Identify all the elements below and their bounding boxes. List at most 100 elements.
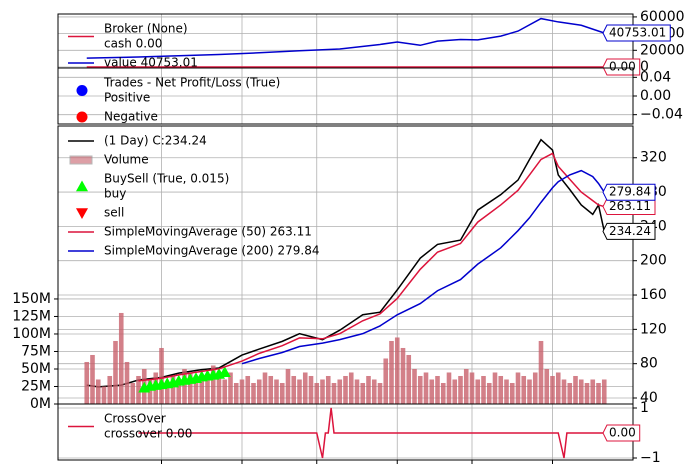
legend-label: buy bbox=[104, 187, 126, 201]
y-tick-label: −1 bbox=[640, 450, 661, 466]
series-line bbox=[241, 169, 605, 365]
volume-bar bbox=[561, 379, 567, 404]
y-tick-label: 1 bbox=[640, 400, 649, 416]
plot-area bbox=[58, 404, 633, 460]
volume-bar bbox=[331, 382, 337, 404]
y-tick-label: 320 bbox=[640, 150, 667, 166]
legend-label: Broker (None) bbox=[104, 22, 188, 36]
y2-tick-label: 100M bbox=[12, 326, 51, 342]
tag-text: 0.00 bbox=[609, 426, 636, 440]
y-tick-label: 60000 bbox=[640, 9, 685, 25]
volume-bar bbox=[274, 379, 279, 404]
legend-label: CrossOver bbox=[104, 412, 166, 426]
volume-bar bbox=[210, 365, 216, 404]
panel: 0.04 0.00 −0.04 Trades - Net Profit/Loss (T… bbox=[57, 67, 683, 125]
volume-bar bbox=[412, 368, 417, 404]
volume-bar bbox=[515, 372, 521, 404]
last-value-tag: 0.00 bbox=[602, 58, 641, 76]
legend-label: BuySell (True, 0.015) bbox=[104, 172, 229, 186]
volume-bar bbox=[527, 379, 532, 404]
volume-bar bbox=[538, 340, 544, 404]
volume-bar bbox=[400, 347, 406, 404]
y-tick-label: 0.00 bbox=[640, 88, 671, 104]
y-tick-label: 0 bbox=[640, 59, 649, 75]
legend-label: Negative bbox=[104, 110, 158, 124]
volume-bar bbox=[550, 375, 555, 404]
volume-bar bbox=[590, 379, 596, 404]
tag-box bbox=[602, 222, 656, 240]
y-tick-label: 120 bbox=[640, 321, 667, 337]
volume-bar bbox=[498, 375, 504, 404]
volume-bar bbox=[325, 375, 331, 404]
legend-label: cash 0.00 bbox=[104, 37, 162, 51]
volume-bar bbox=[509, 382, 515, 404]
volume-bar bbox=[458, 375, 463, 404]
tag-text: 279.84 bbox=[609, 185, 651, 199]
volume-bar bbox=[521, 375, 527, 404]
volume-bar bbox=[268, 375, 274, 404]
y-tick-label: 0.04 bbox=[640, 69, 671, 85]
panel-frame bbox=[57, 125, 634, 405]
y-tick-label: 40 bbox=[640, 390, 658, 406]
y-tick-label: −0.04 bbox=[640, 107, 683, 123]
last-value-tag: 279.84 bbox=[602, 183, 656, 201]
volume-bar bbox=[90, 354, 95, 404]
volume-bar bbox=[256, 379, 262, 404]
volume-bar bbox=[101, 386, 107, 404]
legend-swatch bbox=[76, 85, 88, 96]
volume-bar bbox=[475, 379, 481, 404]
volume-bar bbox=[463, 368, 469, 404]
tag-text: 263.11 bbox=[609, 199, 651, 213]
tag-box bbox=[602, 424, 641, 442]
tag-box bbox=[602, 24, 671, 42]
volume-bar bbox=[354, 379, 360, 404]
volume-bar bbox=[291, 375, 297, 404]
volume-bar bbox=[176, 379, 182, 404]
volume-bar bbox=[383, 358, 389, 404]
legend-swatch bbox=[76, 208, 88, 219]
y-tick-label: 160 bbox=[640, 287, 667, 303]
volume-bar bbox=[544, 368, 550, 404]
panel: 40801201602002402803200M25M50M75M100M125… bbox=[12, 125, 667, 412]
series-line bbox=[138, 152, 605, 382]
y-tick-label: 80 bbox=[640, 356, 658, 372]
volume-bar bbox=[279, 382, 285, 404]
volume-bar bbox=[429, 379, 435, 404]
legend: Trades - Net Profit/Loss (True)Positive N… bbox=[76, 76, 280, 124]
tag-text: 234.24 bbox=[609, 224, 651, 238]
volume-bar bbox=[452, 379, 458, 404]
legend-swatch bbox=[76, 111, 88, 123]
legend-label: crossover 0.00 bbox=[104, 427, 192, 441]
legend-swatch bbox=[69, 155, 93, 165]
volume-bar bbox=[130, 382, 136, 404]
volume-bar bbox=[302, 372, 308, 404]
volume-bar bbox=[251, 382, 256, 404]
volume-bar bbox=[567, 382, 573, 404]
legend-label: (1 Day) C:234.24 bbox=[104, 134, 207, 148]
volume-bar bbox=[555, 372, 561, 404]
volume-bar bbox=[233, 382, 239, 404]
volume-bar bbox=[222, 379, 228, 404]
y2-tick-label: 75M bbox=[21, 343, 51, 359]
volume-bar bbox=[584, 382, 590, 404]
volume-bar bbox=[343, 375, 348, 404]
legend-swatch bbox=[76, 180, 88, 192]
volume-bar bbox=[199, 375, 205, 404]
volume-bar bbox=[360, 382, 366, 404]
volume-bar bbox=[136, 375, 141, 404]
volume-bar bbox=[406, 354, 412, 404]
y2-tick-label: 0M bbox=[30, 396, 51, 412]
y-tick-label: 200 bbox=[640, 253, 667, 269]
series-line bbox=[86, 17, 605, 59]
tag-text: 40753.01 bbox=[609, 25, 666, 39]
y2-tick-label: 50M bbox=[21, 361, 51, 377]
series-line bbox=[138, 407, 605, 459]
y-tick-label: 20000 bbox=[640, 42, 685, 58]
volume-bar bbox=[297, 379, 302, 404]
legend-label: value 40753.01 bbox=[104, 56, 198, 70]
legend-label: Volume bbox=[104, 153, 149, 167]
volume-bar bbox=[601, 379, 607, 404]
volume-bar bbox=[308, 375, 314, 404]
